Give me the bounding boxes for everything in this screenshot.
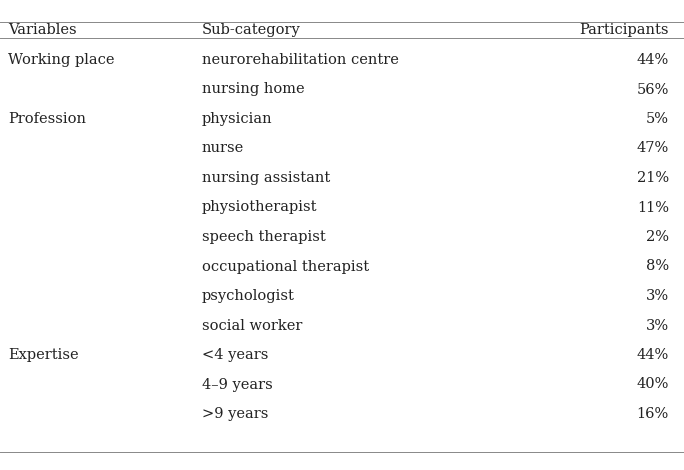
Text: occupational therapist: occupational therapist xyxy=(202,259,369,274)
Text: Working place: Working place xyxy=(8,53,115,67)
Text: 4–9 years: 4–9 years xyxy=(202,377,272,392)
Text: nursing home: nursing home xyxy=(202,83,304,96)
Text: 21%: 21% xyxy=(637,171,669,185)
Text: 56%: 56% xyxy=(637,83,669,96)
Text: 44%: 44% xyxy=(637,348,669,362)
Text: social worker: social worker xyxy=(202,319,302,332)
Text: 44%: 44% xyxy=(637,53,669,67)
Text: Expertise: Expertise xyxy=(8,348,79,362)
Text: 47%: 47% xyxy=(637,141,669,156)
Text: speech therapist: speech therapist xyxy=(202,230,326,244)
Text: physician: physician xyxy=(202,112,272,126)
Text: 8%: 8% xyxy=(646,259,669,274)
Text: nurse: nurse xyxy=(202,141,244,156)
Text: >9 years: >9 years xyxy=(202,407,268,421)
Text: 11%: 11% xyxy=(637,201,669,214)
Text: 3%: 3% xyxy=(646,289,669,303)
Text: 3%: 3% xyxy=(646,319,669,332)
Text: 2%: 2% xyxy=(646,230,669,244)
Text: physiotherapist: physiotherapist xyxy=(202,201,317,214)
Text: <4 years: <4 years xyxy=(202,348,268,362)
Text: neurorehabilitation centre: neurorehabilitation centre xyxy=(202,53,399,67)
Text: Sub-category: Sub-category xyxy=(202,23,300,37)
Text: Variables: Variables xyxy=(8,23,77,37)
Text: 5%: 5% xyxy=(646,112,669,126)
Text: 40%: 40% xyxy=(637,377,669,392)
Text: psychologist: psychologist xyxy=(202,289,295,303)
Text: 16%: 16% xyxy=(637,407,669,421)
Text: Participants: Participants xyxy=(579,23,669,37)
Text: nursing assistant: nursing assistant xyxy=(202,171,330,185)
Text: Profession: Profession xyxy=(8,112,86,126)
